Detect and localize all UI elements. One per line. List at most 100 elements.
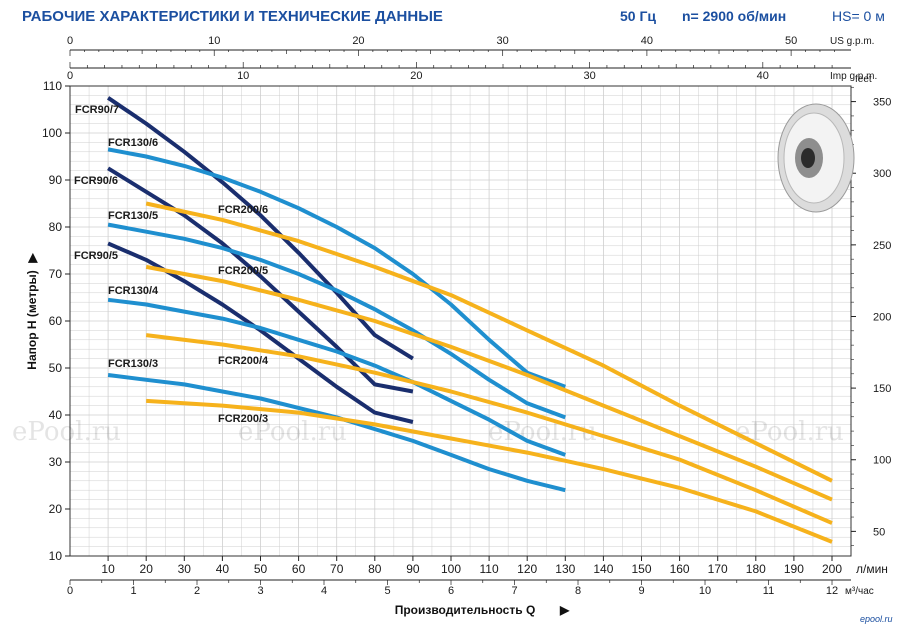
x-tick-label: 120 — [517, 562, 537, 576]
x-tick-label: 170 — [708, 562, 728, 576]
series-line — [107, 241, 414, 424]
x-tick-label: 130 — [555, 562, 575, 576]
us-gpm-tick-label: 30 — [497, 35, 509, 47]
series-label: FCR130/5 — [108, 210, 158, 222]
watermark-group: ePool.ru ePool.ru ePool.ru ePool.ru — [12, 417, 844, 447]
imp-gpm-tick-label: 10 — [237, 70, 249, 82]
y-tick-label: 10 — [49, 549, 63, 563]
series-line — [107, 147, 566, 389]
y-tick-label: 30 — [49, 455, 63, 469]
us-gpm-tick-label: 40 — [641, 35, 653, 47]
us-gpm-tick-label: 0 — [67, 35, 73, 47]
x-tick-label: 20 — [140, 562, 154, 576]
x-tick-label: 140 — [593, 562, 613, 576]
m3h-tick-label: 5 — [384, 585, 390, 597]
x-axis-title: Производительность Q — [395, 603, 536, 617]
x-tick-label: 10 — [101, 562, 115, 576]
watermark-text: ePool.ru — [238, 417, 347, 447]
series-labels: FCR90/7 FCR90/6 FCR90/5 FCR130/6 FCR130/5 FCR… — [74, 104, 269, 425]
y-axis-title: Напор H (метры) — [25, 270, 39, 369]
us-gpm-tick-label: 50 — [785, 35, 797, 47]
series-label: FCR130/6 — [108, 137, 158, 149]
m3h-tick-label: 2 — [194, 585, 200, 597]
series-line — [146, 398, 833, 544]
y-tick-label: 60 — [49, 314, 63, 328]
y-tick-label: 50 — [49, 361, 63, 375]
x-tick-label: 150 — [631, 562, 651, 576]
x-tick-label: 110 — [480, 562, 499, 576]
x-tick-label: 100 — [441, 562, 461, 576]
x-tick-label: 60 — [292, 562, 306, 576]
feet-tick-label: 300 — [873, 168, 891, 180]
impeller-image — [777, 103, 855, 213]
m3h-tick-label: 12 — [826, 585, 838, 597]
hs-label: HS= 0 м — [832, 8, 885, 24]
m3h-tick-label: 6 — [448, 585, 454, 597]
y-tick-label: 110 — [43, 79, 62, 93]
series-label: FCR90/5 — [74, 250, 118, 262]
series-label: FCR90/7 — [75, 104, 119, 116]
imp-gpm-tick-label: 0 — [67, 70, 73, 82]
feet-tick-label: 150 — [873, 383, 891, 395]
feet-unit-label: feet — [855, 74, 872, 85]
imp-gpm-unit: Imp g.p.m. — [830, 71, 877, 82]
us-gpm-unit: US g.p.m. — [830, 36, 874, 47]
y-tick-label: 70 — [49, 267, 63, 281]
watermark-text: ePool.ru — [488, 417, 597, 447]
y-axis-arrow-icon: ▶ — [25, 253, 39, 264]
series-line — [106, 96, 414, 361]
series-label: FCR90/6 — [74, 175, 118, 187]
x-tick-label: 30 — [178, 562, 192, 576]
chart-title: РАБОЧИЕ ХАРАКТЕРИСТИКИ И ТЕХНИЧЕСКИЕ ДАН… — [22, 8, 443, 25]
series-line — [145, 333, 833, 525]
y-tick-label: 100 — [42, 126, 62, 140]
imp-gpm-tick-label: 40 — [757, 70, 769, 82]
m3h-tick-label: 11 — [763, 585, 774, 597]
x-tick-label: 200 — [822, 562, 842, 576]
series-line — [107, 222, 566, 420]
x-axis-arrow-icon: ▶ — [559, 603, 570, 617]
m3h-tick-label: 7 — [511, 585, 517, 597]
y-tick-label: 20 — [49, 502, 63, 516]
series-label: FCR130/4 — [108, 285, 159, 297]
x-tick-label: 190 — [784, 562, 804, 576]
us-gpm-tick-label: 10 — [208, 35, 220, 47]
watermark-text: ePool.ru — [12, 417, 121, 447]
m3h-tick-label: 1 — [130, 585, 136, 597]
x-tick-label: 160 — [670, 562, 690, 576]
y-tick-label: 90 — [49, 173, 63, 187]
frequency-label: 50 Гц — [620, 8, 656, 24]
imp-gpm-tick-label: 30 — [583, 70, 595, 82]
x-tick-label: 90 — [406, 562, 420, 576]
x-tick-label: 40 — [216, 562, 230, 576]
feet-tick-label: 350 — [873, 97, 891, 109]
feet-tick-label: 100 — [873, 455, 891, 467]
lpm-unit-label: л/мин — [856, 562, 888, 576]
x-tick-label: 80 — [368, 562, 382, 576]
feet-tick-label: 200 — [873, 311, 891, 323]
imp-gpm-tick-label: 20 — [410, 70, 422, 82]
x-tick-label: 180 — [746, 562, 766, 576]
series-line — [145, 264, 833, 502]
series-line — [107, 297, 566, 457]
series-label: FCR200/6 — [218, 204, 268, 216]
m3h-tick-label: 8 — [575, 585, 581, 597]
series-label: FCR200/4 — [218, 355, 269, 367]
feet-tick-label: 250 — [873, 240, 891, 252]
feet-tick-label: 50 — [873, 526, 885, 538]
m3h-tick-label: 4 — [321, 585, 327, 597]
x-tick-label: 50 — [254, 562, 268, 576]
y-tick-label: 40 — [49, 408, 63, 422]
series-label: FCR200/5 — [218, 265, 268, 277]
speed-label: n= 2900 об/мин — [682, 8, 786, 24]
series-label: FCR200/3 — [218, 413, 268, 425]
m3h-tick-label: 0 — [67, 585, 73, 597]
m3h-tick-label: 10 — [699, 585, 711, 597]
m3h-tick-label: 9 — [638, 585, 644, 597]
series-group — [106, 96, 833, 544]
m3h-tick-label: 3 — [257, 585, 263, 597]
us-gpm-tick-label: 20 — [352, 35, 364, 47]
y-tick-label: 80 — [49, 220, 63, 234]
